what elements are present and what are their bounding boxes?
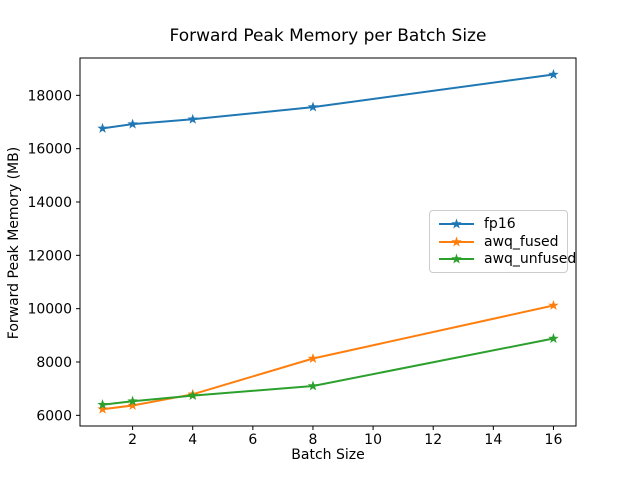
legend-item-fp16: fp16 — [438, 215, 567, 233]
data-point-marker-fp16 — [307, 101, 319, 112]
data-point-marker-awq_unfused — [127, 395, 138, 406]
legend-item-awq-unfused: awq_unfused — [438, 250, 576, 268]
x-tick-label: 8 — [309, 432, 318, 448]
series-line-awq_fused — [102, 304, 554, 411]
y-tick-label: 12000 — [27, 248, 72, 264]
legend-label: awq_fused — [484, 233, 559, 250]
legend-label: fp16 — [484, 215, 516, 232]
data-point-marker-awq_fused — [307, 353, 319, 363]
y-tick-label: 8000 — [36, 355, 72, 371]
axes-frame — [79, 57, 577, 427]
legend: fp16 awq_fused awq_unfused — [429, 210, 576, 273]
data-point-marker-fp16 — [187, 113, 198, 124]
data-point-marker-awq_fused — [127, 399, 138, 410]
data-point-marker-fp16 — [127, 118, 138, 129]
data-point-marker-fp16 — [97, 122, 108, 133]
x-tick-label: 4 — [188, 432, 197, 448]
legend-line-marker-icon — [439, 253, 474, 264]
y-tick-label: 18000 — [27, 88, 72, 104]
y-tick-label: 6000 — [36, 408, 72, 424]
x-axis-label: Batch Size — [291, 447, 365, 463]
x-tick-label: 2 — [128, 432, 137, 448]
x-tick-label: 14 — [484, 432, 502, 448]
data-point-marker-awq_unfused — [97, 399, 108, 410]
x-tick-label: 12 — [424, 432, 442, 448]
chart-title: Forward Peak Memory per Batch Size — [169, 26, 487, 46]
series-line-fp16 — [102, 73, 554, 130]
legend-item-awq-fused: awq_fused — [438, 233, 567, 251]
data-point-marker-awq_fused — [548, 299, 559, 310]
x-tick-label: 16 — [545, 432, 563, 448]
x-tick-label: 10 — [364, 432, 382, 448]
legend-line-marker-icon — [439, 218, 474, 229]
series-line-awq_unfused — [102, 337, 554, 406]
data-point-marker-awq_unfused — [307, 380, 319, 391]
y-tick-label: 10000 — [27, 302, 72, 318]
data-point-marker-awq_fused — [97, 403, 108, 414]
data-point-marker-fp16 — [548, 69, 559, 79]
y-tick-label: 14000 — [27, 195, 72, 211]
legend-line-marker-icon — [439, 236, 474, 246]
data-point-marker-awq_unfused — [187, 390, 198, 401]
data-point-marker-awq_unfused — [548, 333, 559, 343]
legend-label: awq_unfused — [484, 251, 577, 268]
y-tick-label: 16000 — [27, 142, 72, 158]
x-tick-label: 6 — [248, 432, 257, 448]
